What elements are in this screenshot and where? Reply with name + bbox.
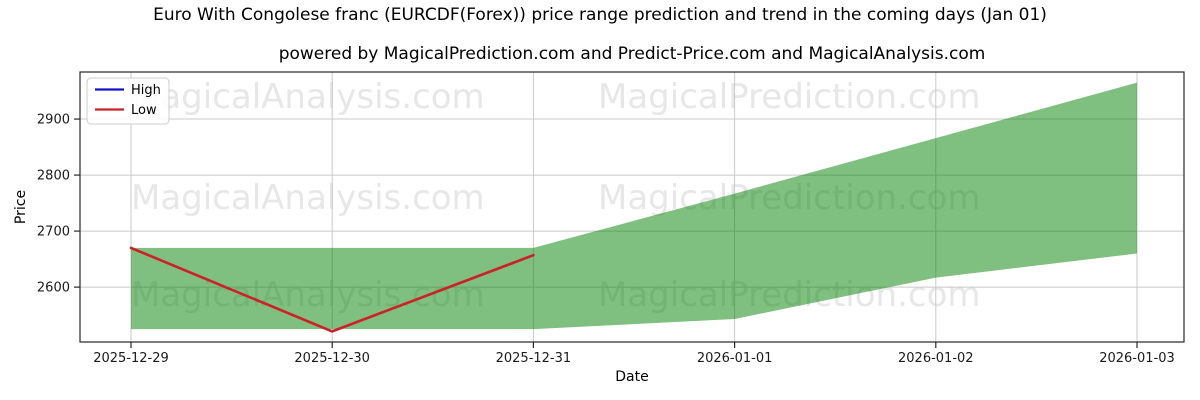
x-tick-label: 2025-12-31: [496, 351, 572, 366]
x-tick-label: 2025-12-29: [93, 351, 169, 366]
y-tick-label: 2700: [37, 225, 70, 240]
watermark-text: MagicalAnalysis.com: [131, 77, 485, 117]
x-tick-label: 2025-12-30: [294, 351, 370, 366]
legend-low-label: Low: [131, 103, 157, 118]
y-tick-label: 2800: [37, 169, 70, 184]
low-line: [129, 246, 535, 333]
y-tick-label: 2900: [37, 113, 70, 128]
x-tick-label: 2026-01-02: [898, 351, 974, 366]
legend: High Low: [86, 77, 170, 125]
y-tick-label: 2600: [37, 281, 70, 296]
prediction-band: [131, 82, 1137, 330]
x-tick-label: 2026-01-01: [697, 351, 773, 366]
y-axis-label: Price: [13, 190, 29, 224]
chart-title: Euro With Congolese franc (EURCDF(Forex)…: [153, 5, 1047, 25]
plot-frame: [79, 71, 1185, 343]
x-tick-label: 2026-01-03: [1099, 351, 1175, 366]
legend-high-label: High: [131, 83, 161, 98]
chart-subtitle: powered by MagicalPrediction.com and Pre…: [278, 44, 986, 64]
watermark-text: MagicalAnalysis.com: [131, 178, 485, 218]
watermark-text: MagicalPrediction.com: [598, 77, 981, 117]
x-axis-label: Date: [615, 369, 648, 385]
